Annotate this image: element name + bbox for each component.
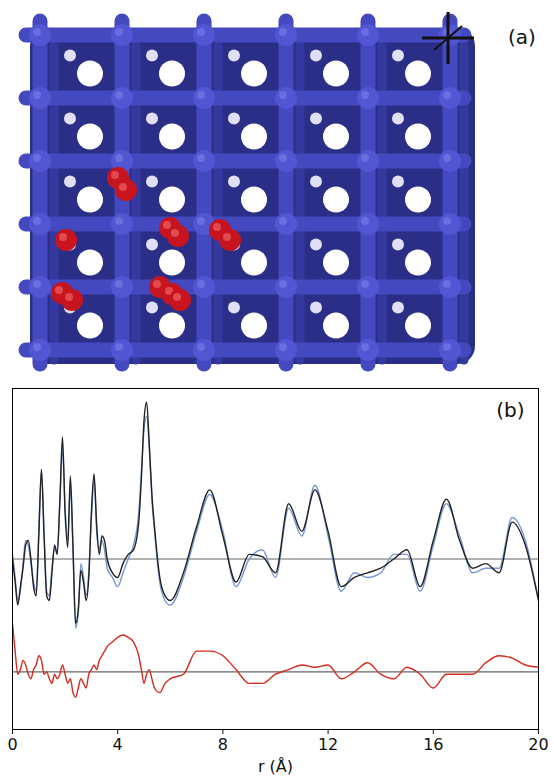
svg-text:4: 4 <box>113 735 123 754</box>
svg-text:12: 12 <box>318 735 338 754</box>
svg-text:8: 8 <box>218 735 228 754</box>
svg-text:16: 16 <box>423 735 443 754</box>
svg-text:(a): (a) <box>508 25 536 49</box>
svg-text:(b): (b) <box>496 398 524 422</box>
svg-text:20: 20 <box>528 735 548 754</box>
svg-text:r (Å): r (Å) <box>258 757 293 776</box>
svg-text:0: 0 <box>7 735 17 754</box>
